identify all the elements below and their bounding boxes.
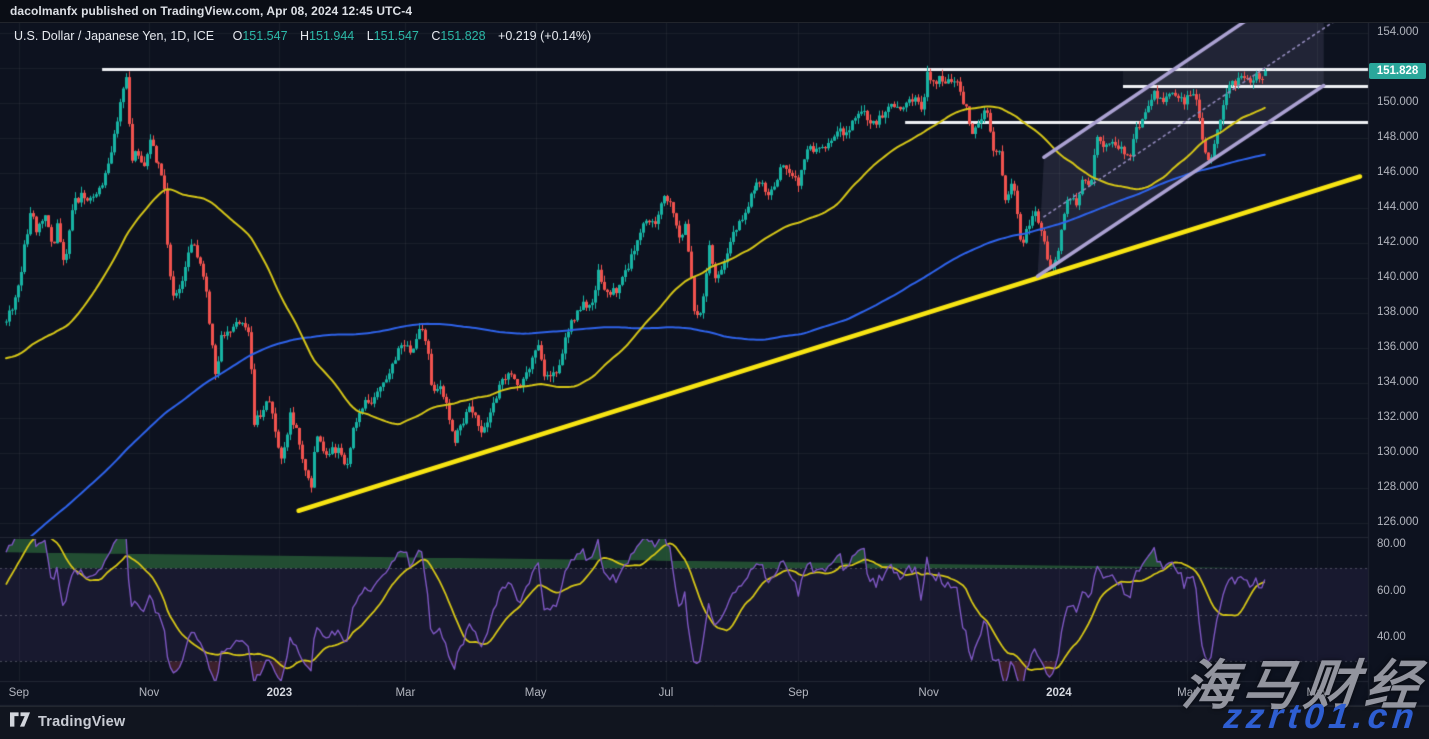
rsi-tick-label: 80.00 <box>1377 538 1406 550</box>
time-tick-label: Mar <box>395 687 416 699</box>
current-price-badge: 151.828 <box>1369 63 1426 79</box>
publish-line: dacolmanfx published on TradingView.com,… <box>10 4 413 18</box>
time-tick-label: Jul <box>658 687 674 699</box>
time-tick-label: Sep <box>8 687 30 699</box>
open-value: 151.547 <box>242 29 288 43</box>
close-label: C <box>431 29 441 43</box>
symbol-legend[interactable]: U.S. Dollar / Japanese Yen, 1D, ICE O151… <box>14 29 591 43</box>
price-tick-label: 144.000 <box>1377 201 1419 213</box>
time-tick-label: Nov <box>918 687 939 699</box>
price-tick-label: 142.000 <box>1377 236 1419 248</box>
close-value: 151.828 <box>440 29 486 43</box>
open-label: O <box>232 29 243 43</box>
price-tick-label: 138.000 <box>1377 306 1419 318</box>
rsi-tick-label: 40.00 <box>1377 631 1406 643</box>
time-tick-label: Sep <box>788 687 809 699</box>
price-tick-label: 130.000 <box>1377 446 1419 458</box>
time-tick-label: Nov <box>138 687 160 699</box>
time-tick-label: May <box>524 687 547 699</box>
tradingview-logo-link[interactable]: TradingView <box>10 712 125 732</box>
time-axis[interactable] <box>0 682 1368 706</box>
price-tick-label: 136.000 <box>1377 341 1419 353</box>
symbol-title: U.S. Dollar / Japanese Yen, 1D, ICE <box>14 29 215 43</box>
time-tick-label: 2024 <box>1046 687 1072 699</box>
tradingview-brand-text: TradingView <box>38 714 126 730</box>
price-tick-label: 150.000 <box>1377 96 1419 108</box>
time-tick-label: 2023 <box>266 687 293 699</box>
price-tick-label: 132.000 <box>1377 411 1419 423</box>
publish-header-bar <box>0 0 1429 23</box>
high-value: 151.944 <box>309 29 355 43</box>
time-tick-label: May <box>1306 687 1329 699</box>
price-tick-label: 140.000 <box>1377 271 1419 283</box>
footer-bar <box>0 706 1429 739</box>
price-tick-label: 134.000 <box>1377 376 1419 388</box>
low-value: 151.547 <box>373 29 419 43</box>
rsi-tick-label: 60.00 <box>1377 584 1406 597</box>
price-tick-label: 154.000 <box>1377 26 1419 38</box>
price-tick-label: 128.000 <box>1377 481 1419 493</box>
change-value: +0.219 (+0.14%) <box>498 29 592 43</box>
price-tick-label: 146.000 <box>1377 166 1419 178</box>
time-tick-label: Mar <box>1177 687 1197 699</box>
tradingview-logo-icon <box>10 712 31 732</box>
low-label: L <box>366 29 374 43</box>
watermark-url: zzrt01.cn <box>1222 697 1422 736</box>
price-tick-label: 148.000 <box>1377 131 1419 143</box>
high-label: H <box>300 29 310 43</box>
price-tick-label: 126.000 <box>1377 516 1419 528</box>
